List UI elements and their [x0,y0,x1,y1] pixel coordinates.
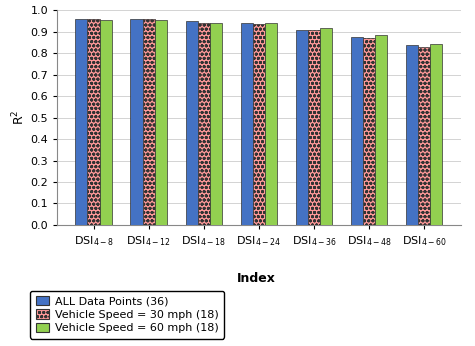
Y-axis label: R$^2$: R$^2$ [11,110,28,125]
Bar [186,21,198,225]
Bar [418,47,430,225]
Legend: ALL Data Points (36), Vehicle Speed = 30 mph (18), Vehicle Speed = 60 mph (18): ALL Data Points (36), Vehicle Speed = 30… [30,291,224,338]
Bar [76,19,87,225]
Bar [265,23,277,225]
Bar [253,24,265,225]
Bar [198,23,210,225]
Bar [296,30,308,225]
Bar [100,20,112,225]
Bar [406,45,418,225]
Bar [375,35,387,225]
Bar [87,19,100,225]
Bar [210,23,222,225]
Bar [320,28,332,225]
Bar [155,20,167,225]
Bar [142,19,155,225]
Bar [351,37,363,225]
Bar [241,23,253,225]
Bar [308,30,320,225]
Text: Index: Index [237,272,276,285]
Bar [430,44,442,225]
Bar [363,38,375,225]
Bar [131,19,142,225]
